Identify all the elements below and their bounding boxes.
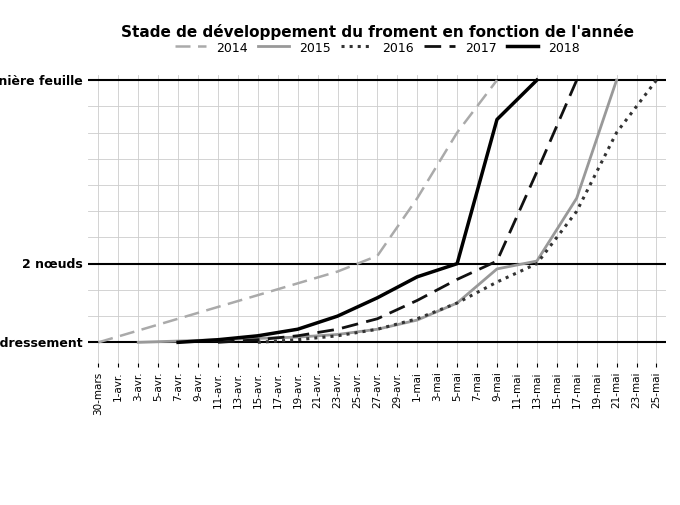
Text: dernière feuille: dernière feuille xyxy=(0,75,83,87)
Legend: 2014, 2015, 2016, 2017, 2018: 2014, 2015, 2016, 2017, 2018 xyxy=(175,42,580,55)
Title: Stade de développement du froment en fonction de l'année: Stade de développement du froment en fon… xyxy=(121,24,634,40)
Text: redressement: redressement xyxy=(0,336,83,349)
Text: 2 nœuds: 2 nœuds xyxy=(22,258,83,271)
